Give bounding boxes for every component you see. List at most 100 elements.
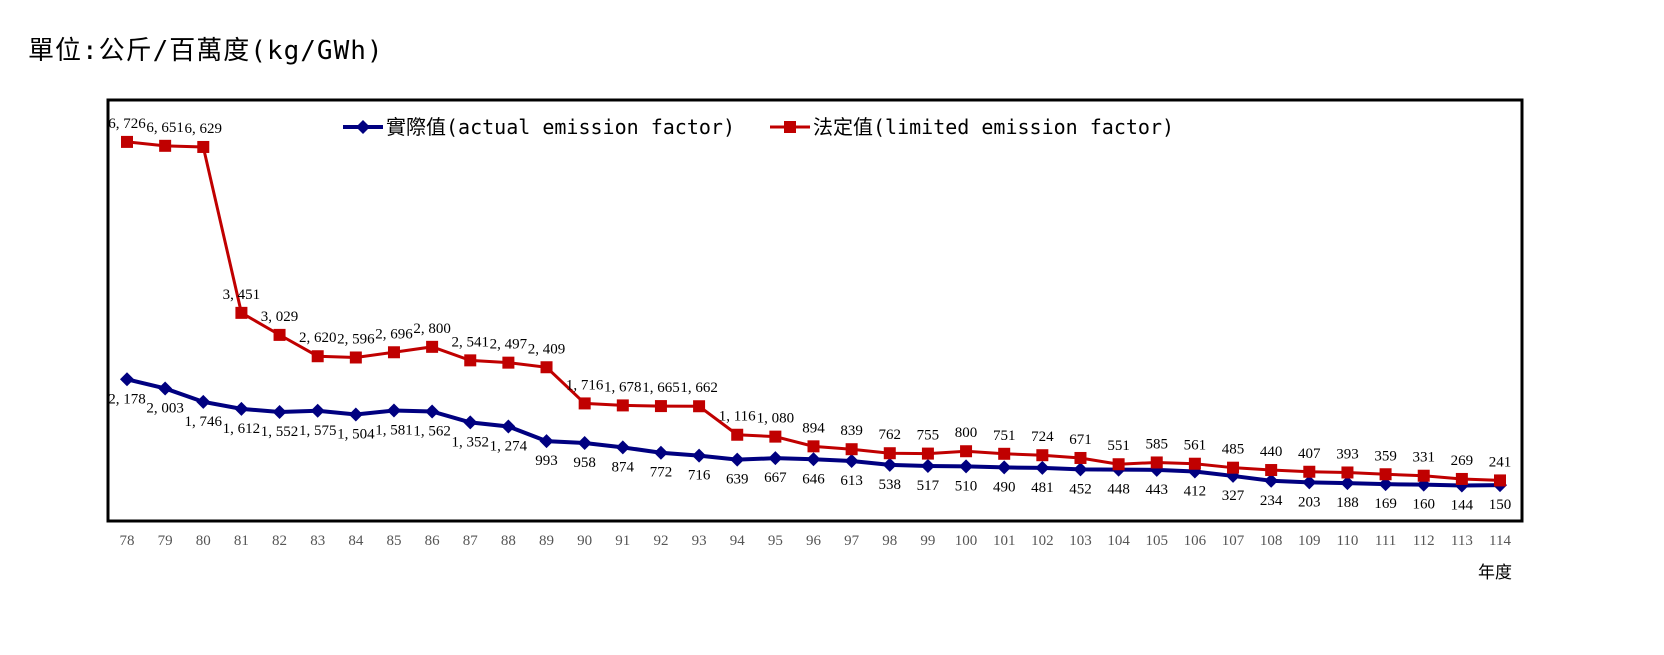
limited-data-point xyxy=(464,354,477,367)
actual-data-label: 203 xyxy=(1298,494,1321,510)
limited-data-point xyxy=(1379,468,1392,481)
legend-actual-marker xyxy=(356,120,370,134)
actual-data-label: 646 xyxy=(802,471,825,487)
actual-data-point xyxy=(806,452,821,467)
legend-actual-label: 實際值(actual emission factor) xyxy=(386,115,735,139)
limited-data-point xyxy=(1227,461,1240,474)
limited-data-point xyxy=(235,306,248,319)
limited-data-label: 894 xyxy=(802,420,825,436)
actual-data-label: 1, 575 xyxy=(299,423,337,439)
actual-data-point xyxy=(463,415,478,430)
actual-data-label: 443 xyxy=(1146,482,1169,498)
limited-data-point xyxy=(1036,449,1049,462)
x-tick-label: 84 xyxy=(348,533,364,549)
limited-data-point xyxy=(311,350,324,363)
limited-data-point xyxy=(1303,465,1316,478)
x-tick-label: 94 xyxy=(730,533,746,549)
x-tick-label: 95 xyxy=(768,533,783,549)
actual-data-label: 958 xyxy=(573,455,596,471)
actual-data-point xyxy=(730,452,745,467)
limited-data-label: 2, 800 xyxy=(413,321,451,337)
actual-data-label: 448 xyxy=(1107,482,1130,498)
limited-data-label: 3, 451 xyxy=(223,287,261,303)
actual-data-label: 2, 003 xyxy=(146,400,184,416)
x-tick-label: 96 xyxy=(806,533,822,549)
limited-data-label: 6, 629 xyxy=(185,121,223,137)
x-tick-label: 85 xyxy=(386,533,401,549)
limited-data-label: 440 xyxy=(1260,444,1283,460)
limited-data-label: 331 xyxy=(1412,450,1435,466)
limited-data-point xyxy=(921,447,934,460)
limited-data-point xyxy=(1494,474,1506,487)
limited-data-point xyxy=(769,430,782,443)
actual-data-label: 1, 352 xyxy=(452,434,490,450)
limited-data-point xyxy=(1455,472,1468,485)
actual-data-point xyxy=(1340,476,1355,491)
x-tick-label: 108 xyxy=(1260,533,1283,549)
actual-data-point xyxy=(577,435,592,450)
actual-data-label: 1, 746 xyxy=(185,414,223,430)
actual-data-label: 412 xyxy=(1184,483,1207,499)
x-tick-label: 89 xyxy=(539,533,554,549)
x-tick-label: 106 xyxy=(1184,533,1207,549)
limited-data-label: 241 xyxy=(1489,454,1512,470)
actual-data-point xyxy=(615,440,630,455)
limited-data-point xyxy=(654,400,667,413)
limited-data-label: 1, 678 xyxy=(604,379,642,395)
actual-data-label: 1, 274 xyxy=(490,438,528,454)
actual-data-point xyxy=(158,381,173,396)
limited-data-point xyxy=(1265,464,1278,477)
limited-data-label: 2, 620 xyxy=(299,330,337,346)
x-tick-label: 103 xyxy=(1069,533,1092,549)
actual-data-label: 716 xyxy=(688,468,711,484)
plot-area xyxy=(106,98,1524,523)
limited-data-label: 1, 716 xyxy=(566,377,604,393)
limited-data-label: 755 xyxy=(917,428,940,444)
actual-data-label: 772 xyxy=(650,465,673,481)
actual-data-point xyxy=(1073,462,1088,477)
actual-data-label: 1, 504 xyxy=(337,426,375,442)
limited-data-label: 2, 541 xyxy=(452,334,490,350)
actual-data-point xyxy=(920,459,935,474)
actual-data-label: 150 xyxy=(1489,497,1512,513)
limited-data-point xyxy=(731,428,744,441)
limited-data-label: 485 xyxy=(1222,442,1245,458)
actual-data-point xyxy=(997,460,1012,475)
limited-data-point xyxy=(998,447,1011,460)
actual-data-point xyxy=(348,407,363,422)
actual-data-label: 481 xyxy=(1031,480,1054,496)
actual-data-label: 667 xyxy=(764,470,787,486)
actual-data-label: 160 xyxy=(1412,497,1435,513)
actual-data-label: 613 xyxy=(840,473,863,489)
actual-data-label: 327 xyxy=(1222,488,1245,504)
actual-data-point xyxy=(844,454,859,469)
x-tick-label: 100 xyxy=(955,533,978,549)
x-tick-label: 91 xyxy=(615,533,630,549)
limited-data-point xyxy=(883,447,896,460)
actual-data-point xyxy=(272,404,287,419)
x-tick-label: 81 xyxy=(234,533,249,549)
limited-data-label: 6, 726 xyxy=(108,116,146,132)
unit-label: 單位:公斤/百萬度(kg/GWh) xyxy=(28,36,384,66)
limited-data-point xyxy=(426,340,439,353)
x-tick-label: 113 xyxy=(1451,533,1473,549)
limited-data-point xyxy=(1074,451,1087,464)
x-tick-label: 99 xyxy=(920,533,935,549)
actual-data-point xyxy=(501,419,516,434)
actual-data-label: 169 xyxy=(1374,496,1397,512)
limited-data-label: 393 xyxy=(1336,446,1359,462)
x-tick-label: 101 xyxy=(993,533,1016,549)
actual-data-point xyxy=(882,457,897,472)
limited-data-label: 1, 665 xyxy=(642,380,680,396)
x-tick-label: 83 xyxy=(310,533,325,549)
actual-data-label: 639 xyxy=(726,472,749,488)
legend: 實際值(actual emission factor) 法定值(limited … xyxy=(343,115,1174,139)
x-tick-label: 90 xyxy=(577,533,592,549)
actual-data-point xyxy=(120,372,134,387)
actual-data-label: 510 xyxy=(955,478,978,494)
limited-data-label: 561 xyxy=(1184,438,1207,454)
actual-data-point xyxy=(234,401,249,416)
actual-data-point xyxy=(386,403,401,418)
actual-data-label: 490 xyxy=(993,479,1016,495)
x-tick-label: 107 xyxy=(1222,533,1245,549)
